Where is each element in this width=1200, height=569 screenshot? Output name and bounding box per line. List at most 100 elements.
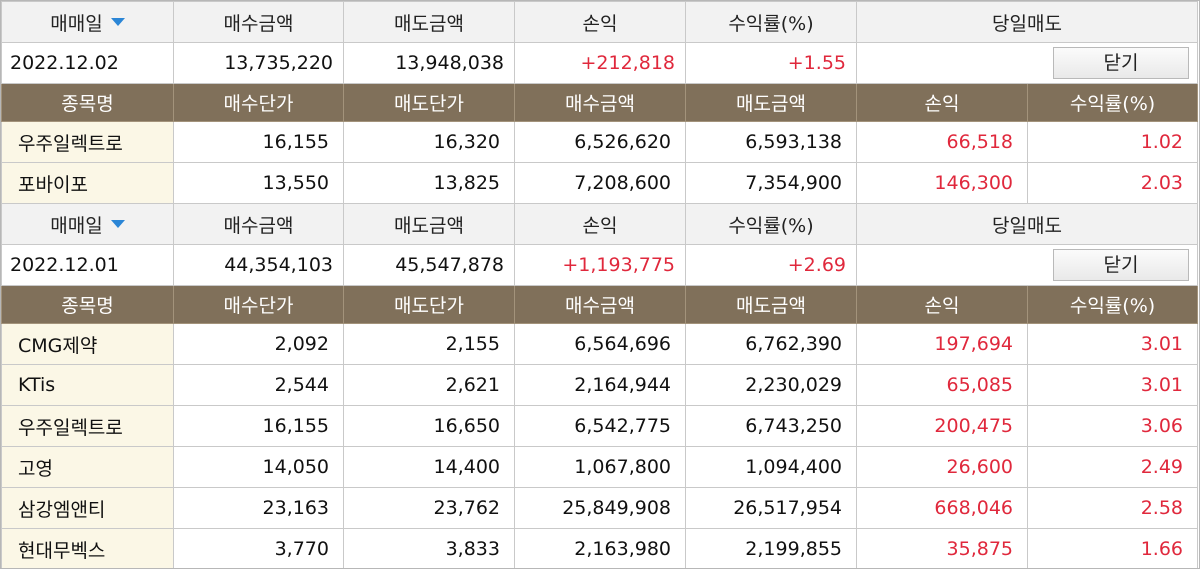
total-return-rate: +2.69 [685, 244, 857, 286]
pnl: 668,046 [856, 487, 1028, 529]
pnl: 200,475 [856, 405, 1028, 447]
buy-price: 23,163 [173, 487, 344, 529]
summary-header-pnl: 손익 [514, 203, 686, 245]
stock-name: 포바이포 [1, 162, 174, 204]
table-row[interactable]: 포바이포 13,550 13,825 7,208,600 7,354,900 146,30… [1, 162, 1199, 204]
buy-amount: 25,849,908 [514, 487, 686, 529]
stock-name: 현대무벡스 [1, 528, 174, 568]
stock-name: CMG제약 [1, 323, 174, 365]
date-header-label: 매매일 [50, 12, 103, 35]
stock-name: 우주일렉트로 [1, 121, 174, 163]
summary-row: 2022.12.01 44,354,103 45,547,878 +1,193,775… [1, 244, 1199, 286]
detail-header-row: 종목명 매수단가 매도단가 매수금액 매도금액 손익 수익률(%) [1, 285, 1199, 324]
column-header-sell-price: 매도단가 [343, 83, 515, 122]
sell-amount: 6,743,250 [685, 405, 857, 447]
summary-header-return-rate: 수익률(%) [685, 1, 857, 43]
total-pnl: +212,818 [514, 42, 686, 84]
sell-price: 2,155 [343, 323, 515, 365]
sell-price: 23,762 [343, 487, 515, 529]
stock-name: 고영 [1, 446, 174, 488]
buy-price: 14,050 [173, 446, 344, 488]
table-row[interactable]: 고영 14,050 14,400 1,067,800 1,094,400 26,600 2.… [1, 446, 1199, 488]
summary-header-sell-amount: 매도금액 [343, 1, 515, 43]
sell-amount: 1,094,400 [685, 446, 857, 488]
date-header[interactable]: 매매일 [1, 203, 174, 245]
column-header-sell-amount: 매도금액 [685, 83, 857, 122]
summary-header-sell-amount: 매도금액 [343, 203, 515, 245]
close-button[interactable]: 닫기 [1053, 249, 1190, 281]
return-rate: 1.66 [1026, 528, 1199, 568]
buy-price: 16,155 [173, 405, 344, 447]
trade-date: 2022.12.02 [1, 42, 174, 84]
buy-amount: 2,163,980 [514, 528, 686, 568]
sell-price: 3,833 [343, 528, 515, 568]
column-header-return-rate: 수익률(%) [1026, 285, 1199, 324]
stock-name: KTis [1, 364, 174, 406]
pnl: 35,875 [856, 528, 1028, 568]
pnl: 146,300 [856, 162, 1028, 204]
column-header-return-rate: 수익률(%) [1026, 83, 1199, 122]
column-header-buy-price: 매수단가 [173, 83, 344, 122]
pnl: 197,694 [856, 323, 1028, 365]
sort-down-icon[interactable] [110, 18, 125, 26]
trade-date: 2022.12.01 [1, 244, 174, 286]
table-row[interactable]: 삼강엠앤티 23,163 23,762 25,849,908 26,517,954 668… [1, 487, 1199, 529]
buy-price: 2,092 [173, 323, 344, 365]
sell-price: 14,400 [343, 446, 515, 488]
column-header-sell-amount: 매도금액 [685, 285, 857, 324]
pnl: 26,600 [856, 446, 1028, 488]
buy-price: 3,770 [173, 528, 344, 568]
buy-amount: 6,564,696 [514, 323, 686, 365]
pnl: 66,518 [856, 121, 1028, 163]
same-day-sell-header: 당일매도 [855, 203, 1199, 245]
return-rate: 3.06 [1026, 405, 1199, 447]
return-rate: 1.02 [1026, 121, 1199, 163]
sort-down-icon[interactable] [110, 220, 125, 228]
buy-price: 13,550 [173, 162, 344, 204]
buy-price: 16,155 [173, 121, 344, 163]
summary-header-buy-amount: 매수금액 [173, 203, 344, 245]
table-row[interactable]: KTis 2,544 2,621 2,164,944 2,230,029 65,085 3.… [1, 364, 1199, 406]
sell-amount: 6,762,390 [685, 323, 857, 365]
total-buy-amount: 44,354,103 [173, 244, 344, 286]
column-header-pnl: 손익 [856, 83, 1028, 122]
total-buy-amount: 13,735,220 [173, 42, 344, 84]
sell-price: 13,825 [343, 162, 515, 204]
summary-row: 2022.12.02 13,735,220 13,948,038 +212,818 +1… [1, 42, 1199, 84]
table-row[interactable]: 우주일렉트로 16,155 16,650 6,542,775 6,743,250 200,… [1, 405, 1199, 447]
summary-header-return-rate: 수익률(%) [685, 203, 857, 245]
same-day-sell-header: 당일매도 [855, 1, 1199, 43]
column-header-sell-price: 매도단가 [343, 285, 515, 324]
summary-header-row: 매매일 매수금액 매도금액 손익 수익률(%) 당일매도 [1, 1, 1199, 43]
table-row[interactable]: CMG제약 2,092 2,155 6,564,696 6,762,390 197,694… [1, 323, 1199, 365]
total-pnl: +1,193,775 [514, 244, 686, 286]
sell-amount: 6,593,138 [685, 121, 857, 163]
column-header-name: 종목명 [1, 83, 174, 122]
table-row[interactable]: 우주일렉트로 16,155 16,320 6,526,620 6,593,138 66,5… [1, 121, 1199, 163]
return-rate: 3.01 [1026, 364, 1199, 406]
sell-amount: 7,354,900 [685, 162, 857, 204]
return-rate: 3.01 [1026, 323, 1199, 365]
table-row[interactable]: 현대무벡스 3,770 3,833 2,163,980 2,199,855 35,875 1… [1, 528, 1199, 568]
close-button[interactable]: 닫기 [1053, 47, 1190, 79]
date-header[interactable]: 매매일 [1, 1, 174, 43]
sell-price: 16,320 [343, 121, 515, 163]
column-header-buy-price: 매수단가 [173, 285, 344, 324]
stock-name: 우주일렉트로 [1, 405, 174, 447]
return-rate: 2.49 [1026, 446, 1199, 488]
close-button-cell: 닫기 [855, 244, 1199, 286]
buy-price: 2,544 [173, 364, 344, 406]
buy-amount: 2,164,944 [514, 364, 686, 406]
buy-amount: 1,067,800 [514, 446, 686, 488]
column-header-pnl: 손익 [856, 285, 1028, 324]
sell-amount: 2,230,029 [685, 364, 857, 406]
return-rate: 2.03 [1026, 162, 1199, 204]
buy-amount: 6,542,775 [514, 405, 686, 447]
stock-name: 삼강엠앤티 [1, 487, 174, 529]
summary-header-row: 매매일 매수금액 매도금액 손익 수익률(%) 당일매도 [1, 203, 1199, 245]
total-sell-amount: 13,948,038 [343, 42, 515, 84]
sell-price: 2,621 [343, 364, 515, 406]
column-header-buy-amount: 매수금액 [514, 285, 686, 324]
